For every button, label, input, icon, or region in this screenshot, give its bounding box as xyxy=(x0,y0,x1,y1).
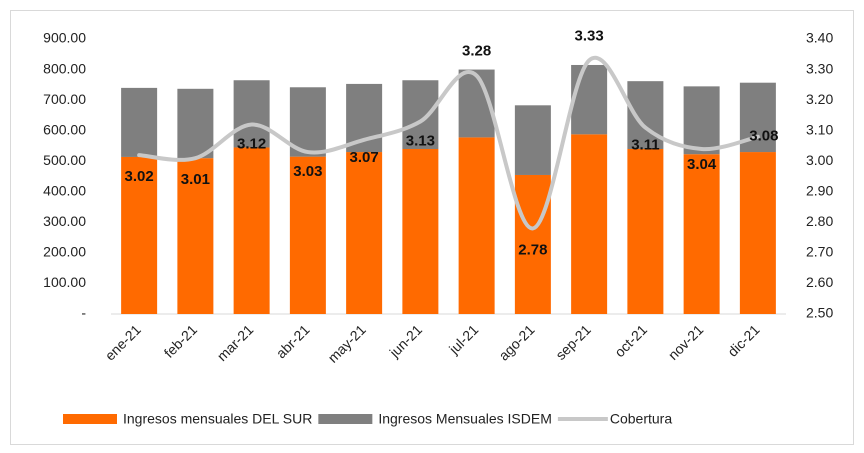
y2-tick-label: 3.40 xyxy=(806,30,833,46)
data-label: 3.28 xyxy=(462,43,491,60)
data-label: 3.08 xyxy=(749,128,778,145)
y-tick-label: 400.00 xyxy=(43,182,86,198)
bar xyxy=(121,87,158,157)
y2-tick-label: 3.10 xyxy=(806,121,833,137)
bar xyxy=(121,156,158,314)
data-label: 3.01 xyxy=(181,171,210,188)
y-tick-label: 600.00 xyxy=(43,121,86,137)
legend-label: Ingresos Mensuales ISDEM xyxy=(378,411,552,427)
y-tick-label: 200.00 xyxy=(43,244,86,260)
y-tick-label: 500.00 xyxy=(43,152,86,168)
data-label: 3.12 xyxy=(237,136,266,153)
y-tick-label: 800.00 xyxy=(43,60,86,76)
bar xyxy=(458,137,495,314)
y2-tick-label: 2.70 xyxy=(806,244,833,260)
bar xyxy=(514,105,551,175)
y2-tick-label: 3.20 xyxy=(806,91,833,107)
data-label: 3.03 xyxy=(293,163,322,180)
bar xyxy=(571,64,608,135)
y-tick-label: 900.00 xyxy=(43,30,86,46)
data-label: 3.07 xyxy=(350,149,379,166)
bar xyxy=(233,147,270,314)
y-tick-label: 300.00 xyxy=(43,213,86,229)
y-tick-label: 100.00 xyxy=(43,274,86,290)
data-label: 3.11 xyxy=(631,137,659,154)
bar xyxy=(289,156,326,314)
y2-tick-label: 3.30 xyxy=(806,60,833,76)
legend-swatch xyxy=(318,414,373,424)
bar xyxy=(177,88,214,159)
legend-label: Ingresos mensuales DEL SUR xyxy=(123,411,312,427)
bar xyxy=(627,149,664,314)
line xyxy=(137,55,760,231)
y2-tick-label: 2.80 xyxy=(806,213,833,229)
y-tick-label: 700.00 xyxy=(43,91,86,107)
y2-tick-label: 3.00 xyxy=(806,152,833,168)
legend-label: Cobertura xyxy=(610,411,672,427)
bar xyxy=(571,134,608,314)
data-label: 2.78 xyxy=(518,241,547,258)
data-label: 3.02 xyxy=(125,168,154,185)
data-label: 3.13 xyxy=(406,132,435,149)
y2-tick-label: 2.60 xyxy=(806,274,833,290)
bar xyxy=(233,80,270,148)
bar xyxy=(346,152,383,314)
bar xyxy=(514,174,551,314)
data-label: 3.33 xyxy=(575,27,604,44)
y2-tick-label: 2.90 xyxy=(806,182,833,198)
bar xyxy=(177,158,214,314)
bar xyxy=(402,149,439,314)
bar xyxy=(289,87,326,157)
bar xyxy=(739,152,776,314)
y-tick-label: - xyxy=(81,305,86,321)
data-label: 3.04 xyxy=(687,156,717,173)
y2-tick-label: 2.50 xyxy=(806,305,833,321)
legend-swatch xyxy=(63,414,117,424)
bar xyxy=(683,86,720,155)
bar xyxy=(402,80,439,149)
bar xyxy=(683,154,720,314)
